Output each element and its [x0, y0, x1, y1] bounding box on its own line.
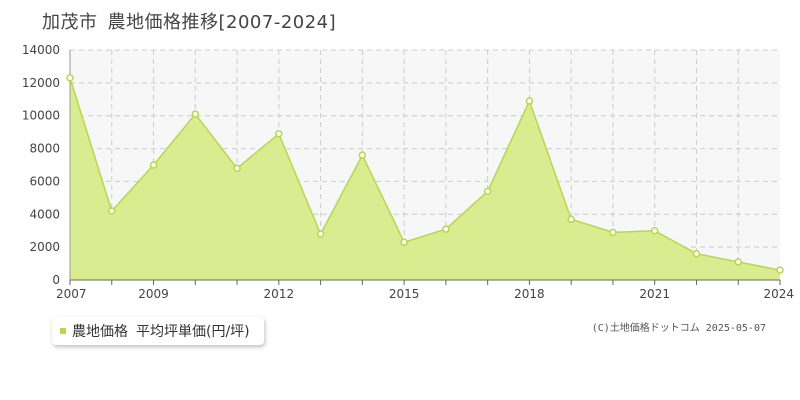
data-point — [483, 187, 492, 196]
data-point — [609, 228, 617, 237]
y-tick-label: 10000 — [22, 109, 60, 123]
chart-title-text: 農地価格推移[2007-2024] — [107, 12, 337, 33]
y-tick-label: 12000 — [22, 76, 60, 90]
data-point — [275, 130, 283, 138]
x-tick-label: 2024 — [763, 287, 794, 301]
credit-text: (C)土地価格ドットコム 2025-05-07 — [591, 323, 766, 334]
x-tick-label: 2007 — [56, 287, 87, 301]
legend-series-name: 農地価格 — [72, 324, 128, 340]
data-point — [358, 151, 367, 159]
data-point — [567, 215, 575, 223]
legend-unit-label: 平均坪単価(円/坪) — [136, 324, 250, 340]
y-tick-label: 6000 — [29, 174, 60, 188]
data-point — [66, 74, 74, 82]
data-point — [149, 161, 158, 169]
legend: 農地価格 平均坪単価(円/坪) — [52, 317, 264, 345]
data-point — [734, 258, 742, 266]
x-tick-label: 2009 — [138, 287, 169, 301]
x-tick-label: 2015 — [389, 287, 420, 301]
y-tick-label: 8000 — [29, 142, 60, 156]
data-point — [108, 207, 116, 215]
y-tick-label: 0 — [52, 273, 60, 287]
data-point — [525, 97, 534, 105]
data-point — [191, 110, 200, 118]
y-tick-label: 2000 — [29, 240, 60, 254]
chart-title: 加茂市 農地価格推移[2007-2024] — [42, 8, 336, 34]
data-point — [650, 226, 659, 235]
x-tick-label: 2012 — [264, 287, 295, 301]
data-point — [776, 266, 784, 274]
legend-swatch — [60, 328, 66, 334]
data-point — [233, 164, 241, 173]
city-name: 加茂市 — [42, 12, 98, 33]
data-point — [692, 249, 701, 258]
data-point — [400, 238, 408, 246]
y-tick-label: 4000 — [29, 207, 60, 221]
data-point — [316, 230, 325, 238]
y-tick-label: 14000 — [22, 43, 60, 57]
x-tick-label: 2018 — [514, 287, 545, 301]
x-tick-label: 2021 — [639, 287, 670, 301]
data-point — [442, 225, 450, 233]
series-line — [69, 77, 781, 271]
